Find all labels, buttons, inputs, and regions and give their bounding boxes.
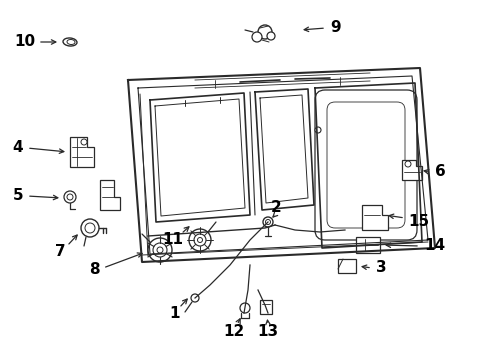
Text: 5: 5 [13, 189, 24, 203]
FancyBboxPatch shape [327, 102, 405, 228]
Text: 12: 12 [223, 324, 245, 339]
Polygon shape [100, 180, 120, 210]
Circle shape [64, 191, 76, 203]
Text: 15: 15 [408, 215, 429, 230]
Circle shape [85, 223, 95, 233]
Circle shape [197, 238, 202, 243]
Circle shape [252, 32, 262, 42]
Circle shape [240, 303, 250, 313]
Circle shape [266, 220, 270, 225]
Circle shape [315, 127, 321, 133]
Polygon shape [260, 300, 272, 314]
Circle shape [81, 219, 99, 237]
Polygon shape [402, 160, 422, 180]
Polygon shape [356, 237, 380, 253]
Polygon shape [362, 205, 388, 230]
Text: 8: 8 [89, 262, 99, 278]
Text: 11: 11 [163, 233, 183, 248]
Circle shape [258, 25, 272, 39]
Text: 4: 4 [13, 140, 24, 156]
Text: 3: 3 [376, 261, 387, 275]
FancyBboxPatch shape [315, 90, 417, 240]
Circle shape [405, 161, 411, 167]
Circle shape [189, 229, 211, 251]
Text: 1: 1 [170, 306, 180, 321]
Circle shape [148, 238, 172, 262]
Circle shape [67, 194, 73, 200]
Text: 10: 10 [14, 35, 35, 49]
Circle shape [263, 217, 273, 227]
Text: 9: 9 [330, 21, 341, 36]
Text: 7: 7 [55, 244, 65, 260]
Circle shape [191, 294, 199, 302]
Circle shape [157, 247, 163, 253]
Polygon shape [70, 137, 94, 167]
Text: 2: 2 [270, 201, 281, 216]
Text: 6: 6 [435, 165, 445, 180]
Text: 14: 14 [424, 238, 445, 253]
Polygon shape [338, 259, 356, 273]
Circle shape [267, 32, 275, 40]
Circle shape [194, 234, 206, 246]
Text: 13: 13 [257, 324, 278, 339]
Circle shape [153, 243, 167, 257]
Circle shape [81, 139, 87, 145]
